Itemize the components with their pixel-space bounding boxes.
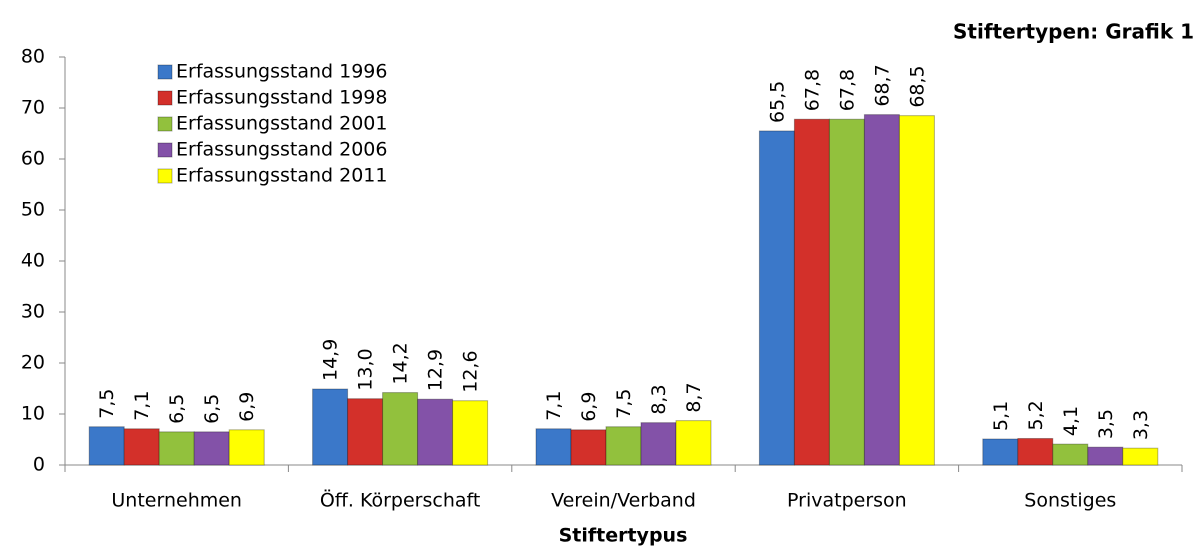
value-label: 68,5: [906, 65, 928, 107]
legend-label: Erfassungsstand 2006: [176, 139, 387, 161]
legend-label: Erfassungsstand 1996: [176, 61, 387, 83]
value-label: 14,9: [320, 339, 342, 381]
bar: [1052, 443, 1089, 466]
bar: [570, 429, 607, 466]
legend-swatch: [157, 64, 173, 80]
value-label: 14,2: [390, 342, 412, 384]
value-label: 8,3: [648, 384, 670, 414]
bar: [1087, 446, 1124, 466]
bar: [228, 429, 265, 466]
legend-label: Erfassungsstand 1998: [176, 87, 387, 109]
bar: [382, 392, 419, 466]
legend-swatch: [157, 142, 173, 158]
value-label: 3,3: [1130, 410, 1152, 440]
x-tick-label: Öff. Körperschaft: [320, 489, 480, 512]
bar: [347, 398, 384, 466]
bar: [675, 420, 712, 466]
value-label: 67,8: [801, 69, 823, 111]
bar: [535, 428, 572, 466]
bar: [1017, 437, 1054, 466]
bar: [88, 426, 125, 466]
y-tick-label: 80: [21, 46, 45, 68]
legend-swatch: [157, 116, 173, 132]
value-label: 6,5: [166, 394, 188, 424]
y-tick-label: 50: [21, 199, 45, 221]
value-label: 8,7: [683, 382, 705, 412]
value-label: 13,0: [355, 348, 377, 390]
y-tick-label: 70: [21, 97, 45, 119]
value-label: 3,5: [1095, 409, 1117, 439]
bar: [193, 431, 230, 466]
value-label: 67,8: [836, 69, 858, 111]
y-tick-label: 20: [21, 352, 45, 374]
legend-label: Erfassungsstand 2011: [176, 165, 387, 187]
x-axis-label: Stiftertypus: [559, 525, 688, 547]
chart-title: Stiftertypen: Grafik 1: [953, 20, 1194, 44]
value-label: 6,9: [578, 392, 600, 422]
legend-swatch: [157, 168, 173, 184]
x-tick-label: Verein/Verband: [551, 490, 696, 512]
value-label: 6,9: [236, 392, 258, 422]
value-label: 68,7: [871, 64, 893, 106]
bar: [828, 118, 865, 466]
bar: [898, 115, 935, 466]
value-label: 7,1: [131, 391, 153, 421]
value-label: 5,1: [990, 401, 1012, 431]
bar: [1122, 447, 1159, 466]
value-label: 4,1: [1060, 406, 1082, 436]
bar: [605, 426, 642, 466]
bar: [158, 431, 195, 466]
legend-label: Erfassungsstand 2001: [176, 113, 387, 135]
value-label: 7,5: [96, 389, 118, 419]
bar: [758, 130, 795, 466]
value-label: 12,6: [460, 350, 482, 392]
value-label: 7,5: [613, 389, 635, 419]
x-tick-label: Sonstiges: [1024, 490, 1116, 512]
x-tick-label: Unternehmen: [111, 490, 242, 512]
value-label: 12,9: [425, 349, 447, 391]
y-tick-label: 40: [21, 250, 45, 272]
x-tick-label: Privatperson: [787, 490, 907, 512]
y-tick-label: 30: [21, 301, 45, 323]
value-label: 6,5: [201, 394, 223, 424]
value-label: 65,5: [766, 81, 788, 123]
bar: [793, 118, 830, 466]
bar: [640, 422, 677, 466]
bar: [863, 114, 900, 466]
bar: [312, 388, 349, 466]
bar: [417, 398, 454, 466]
legend-swatch: [157, 90, 173, 106]
bar: [452, 400, 489, 466]
y-tick-label: 0: [33, 454, 45, 476]
value-label: 7,1: [543, 391, 565, 421]
value-label: 5,2: [1025, 400, 1047, 430]
bar: [123, 428, 160, 466]
y-tick-label: 60: [21, 148, 45, 170]
y-tick-label: 10: [21, 403, 45, 425]
bar: [982, 438, 1019, 466]
